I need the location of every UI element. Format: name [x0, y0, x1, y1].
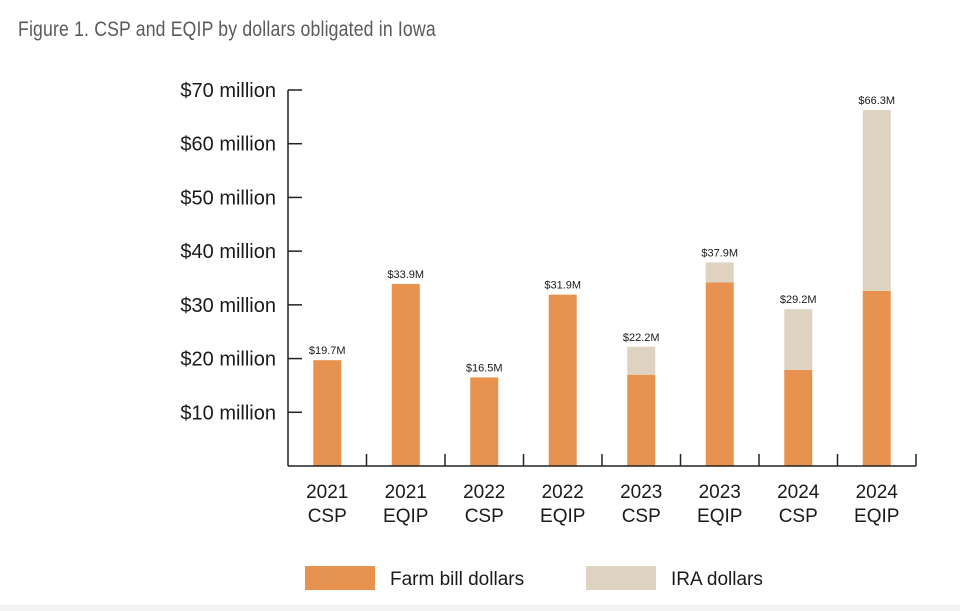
- legend-swatch-farm-bill: [305, 566, 375, 590]
- y-tick-label: $70 million: [180, 80, 276, 102]
- x-tick-label-year: 2021: [306, 482, 348, 503]
- data-label: $66.3M: [858, 95, 895, 107]
- y-tick-label: $40 million: [180, 241, 276, 263]
- farm-bill-bar: [705, 282, 734, 466]
- data-label: $19.7M: [309, 345, 346, 357]
- x-tick-label-year: 2021: [385, 482, 427, 503]
- bars: [313, 109, 891, 466]
- data-label: $16.5M: [466, 362, 503, 374]
- x-axis: 2021 CSP 2021 EQIP 2022 CSP 2022 EQIP 2023 CSP 202…: [288, 454, 917, 527]
- farm-bill-bar: [627, 374, 656, 466]
- x-tick-label-year: 2024: [856, 482, 899, 503]
- ira-bar: [627, 346, 656, 375]
- ira-bar: [705, 262, 734, 283]
- y-tick-label: $50 million: [180, 187, 276, 209]
- data-label: $31.9M: [544, 280, 581, 292]
- x-tick-label-program: EQIP: [383, 506, 428, 527]
- x-tick-label-year: 2022: [463, 482, 505, 503]
- legend: Farm bill dollars IRA dollars: [305, 566, 763, 590]
- legend-swatch-ira: [586, 566, 656, 590]
- data-label: $29.2M: [780, 294, 817, 306]
- x-tick-label-program: CSP: [308, 506, 347, 527]
- data-label: $37.9M: [701, 247, 738, 259]
- data-label: $22.2M: [623, 332, 660, 344]
- data-label: $33.9M: [387, 269, 424, 281]
- y-tick-label: $60 million: [180, 134, 276, 156]
- data-labels: $19.7M $33.9M $16.5M $31.9M $22.2M $37.9M $29.…: [309, 95, 895, 374]
- farm-bill-bar: [391, 283, 420, 466]
- farm-bill-bar: [862, 290, 891, 466]
- x-tick-label-year: 2022: [542, 482, 584, 503]
- x-tick-label-program: EQIP: [540, 506, 585, 527]
- farm-bill-bar: [470, 377, 499, 466]
- x-tick-label-year: 2023: [620, 482, 662, 503]
- x-tick-label-program: CSP: [779, 506, 818, 527]
- x-tick-label-program: EQIP: [697, 506, 742, 527]
- x-tick-label-year: 2023: [699, 482, 741, 503]
- farm-bill-bar: [784, 369, 813, 466]
- legend-label-farm-bill: Farm bill dollars: [390, 569, 524, 590]
- farm-bill-bar: [313, 360, 342, 466]
- y-tick-label: $10 million: [180, 402, 276, 424]
- y-tick-label: $30 million: [180, 295, 276, 317]
- legend-label-ira: IRA dollars: [671, 569, 763, 590]
- x-tick-label-program: CSP: [465, 506, 504, 527]
- x-tick-label-year: 2024: [777, 482, 820, 503]
- bottom-band: [0, 605, 960, 611]
- y-axis: $10 million $20 million $30 million $40 mil…: [180, 80, 302, 466]
- y-tick-label: $20 million: [180, 349, 276, 371]
- x-tick-label-program: EQIP: [854, 506, 899, 527]
- ira-bar: [862, 109, 891, 291]
- x-tick-label-program: CSP: [622, 506, 661, 527]
- farm-bill-bar: [548, 294, 577, 466]
- ira-bar: [784, 309, 813, 370]
- figure-title: Figure 1. CSP and EQIP by dollars obliga…: [18, 18, 436, 41]
